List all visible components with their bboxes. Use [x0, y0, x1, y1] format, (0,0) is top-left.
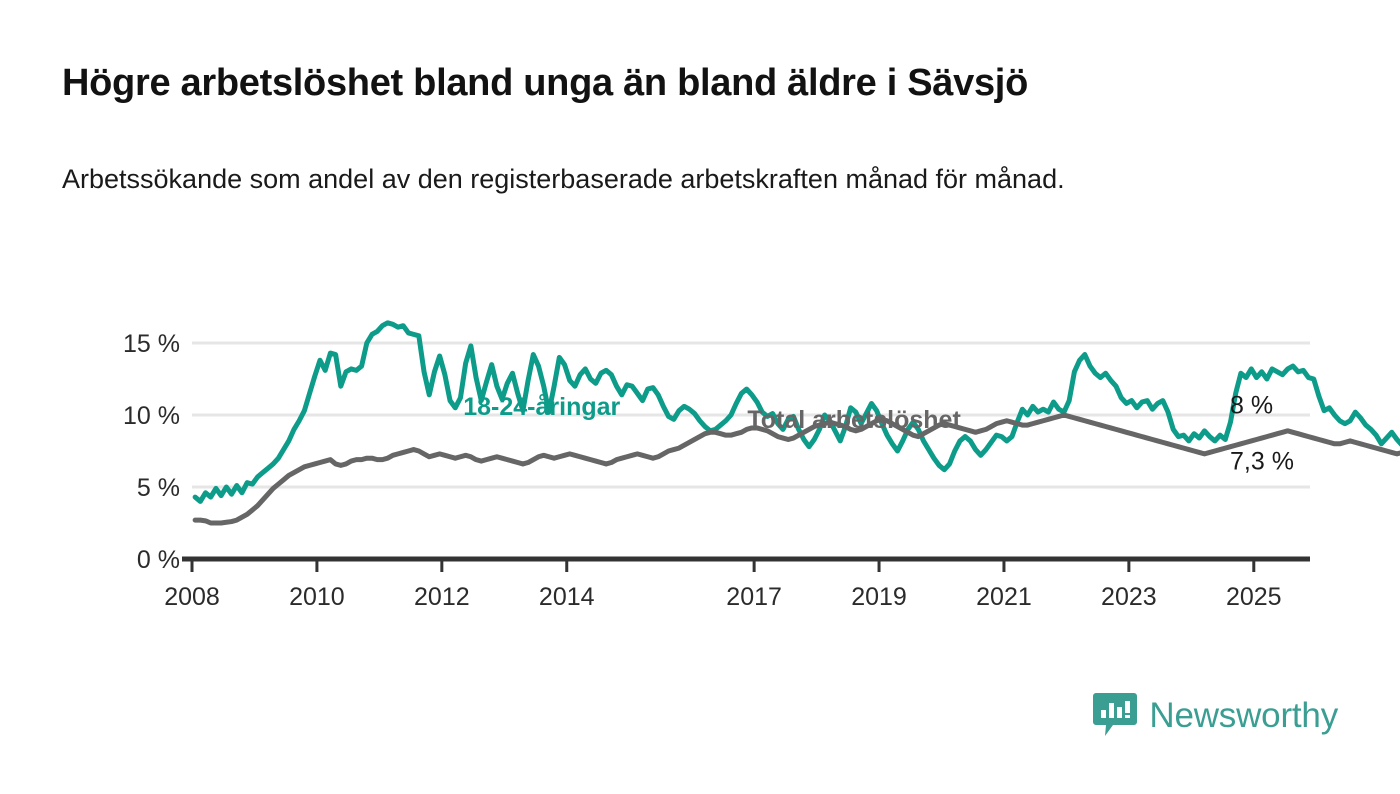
x-axis-labels: 2008 2010 2012 2014 2017 2019 2021 2023 2025	[164, 583, 1281, 611]
chart-container: 0 % 5 % 10 % 15 % 18-24-åringar Total arbets…	[0, 300, 1400, 620]
x-axis-tick-label: 2010	[289, 583, 345, 611]
y-axis-tick-label: 0 %	[137, 546, 180, 574]
x-axis-tick-label: 2025	[1226, 583, 1282, 611]
x-axis-tick-label: 2017	[726, 583, 782, 611]
x-axis-tick-label: 2014	[539, 583, 595, 611]
x-axis-tick-label: 2012	[414, 583, 470, 611]
y-axis-tick-label: 5 %	[137, 474, 180, 502]
series-end-value-label: 7,3 %	[1230, 448, 1294, 476]
y-axis-tick-label: 10 %	[123, 402, 180, 430]
x-axis-tick-label: 2021	[976, 583, 1032, 611]
x-axis	[182, 556, 1310, 572]
chart-annotations: 18-24-åringar Total arbetslöshet 8 % 7,3 %	[463, 392, 1294, 476]
y-axis-tick-label: 15 %	[123, 330, 180, 358]
page-title: Högre arbetslöshet bland unga än bland ä…	[62, 62, 1028, 104]
series-line	[192, 320, 1400, 504]
logo-wordmark: Newsworthy	[1149, 695, 1338, 735]
series-inline-label: Total arbetslöshet	[747, 406, 961, 434]
series-line	[192, 412, 1400, 526]
x-axis-tick-label: 2019	[851, 583, 907, 611]
y-axis-labels: 0 % 5 % 10 % 15 %	[123, 330, 180, 574]
newsworthy-logo: Newsworthy	[1093, 692, 1338, 738]
chart-gridlines	[192, 341, 1310, 489]
series-inline-label: 18-24-åringar	[463, 393, 620, 421]
bar-chart-speech-bubble-icon	[1093, 693, 1138, 736]
chart-series	[192, 320, 1400, 526]
page-subtitle: Arbetssökande som andel av den registerb…	[62, 164, 1065, 194]
x-axis-tick-label: 2008	[164, 583, 220, 611]
series-end-value-label: 8 %	[1230, 392, 1273, 420]
unemployment-line-chart: 0 % 5 % 10 % 15 % 18-24-åringar Total arbets…	[123, 320, 1400, 611]
x-axis-tick-label: 2023	[1101, 583, 1157, 611]
